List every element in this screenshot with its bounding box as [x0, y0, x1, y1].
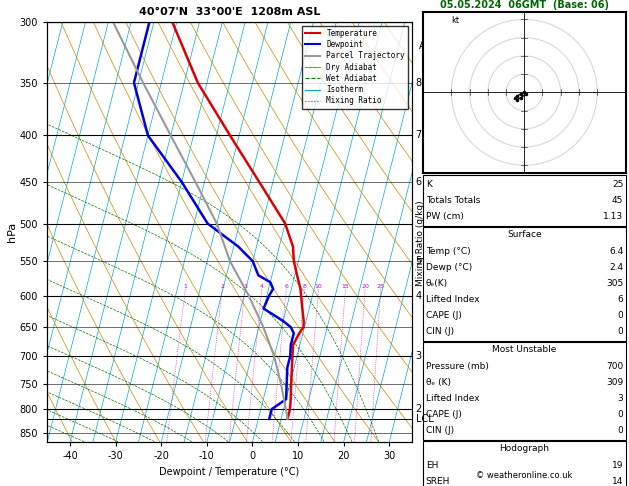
Text: 700: 700 — [606, 362, 623, 371]
Text: Dewp (°C): Dewp (°C) — [426, 262, 472, 272]
Text: 2: 2 — [220, 284, 224, 289]
Text: 8: 8 — [416, 78, 422, 88]
Text: Mixing Ratio (g/kg): Mixing Ratio (g/kg) — [416, 200, 425, 286]
Text: km: km — [421, 28, 436, 38]
Text: 0: 0 — [618, 410, 623, 419]
Text: Pressure (mb): Pressure (mb) — [426, 362, 489, 371]
Text: SREH: SREH — [426, 477, 450, 486]
Text: θₑ(K): θₑ(K) — [426, 278, 448, 288]
Text: 7: 7 — [416, 130, 422, 140]
Text: 8: 8 — [303, 284, 306, 289]
Text: Most Unstable: Most Unstable — [492, 345, 557, 354]
Text: 4: 4 — [416, 291, 422, 300]
Text: 2: 2 — [416, 404, 422, 414]
Text: 05.05.2024  06GMT  (Base: 06): 05.05.2024 06GMT (Base: 06) — [440, 0, 609, 10]
Text: 305: 305 — [606, 278, 623, 288]
Text: 15: 15 — [342, 284, 349, 289]
Y-axis label: hPa: hPa — [7, 222, 17, 242]
X-axis label: Dewpoint / Temperature (°C): Dewpoint / Temperature (°C) — [160, 467, 299, 477]
Text: PW (cm): PW (cm) — [426, 212, 464, 221]
Text: LCL: LCL — [416, 414, 433, 424]
Text: 25: 25 — [377, 284, 385, 289]
Text: 1: 1 — [184, 284, 187, 289]
Text: 2.4: 2.4 — [610, 262, 623, 272]
Text: 19: 19 — [612, 461, 623, 470]
Text: Lifted Index: Lifted Index — [426, 295, 479, 304]
Text: CIN (J): CIN (J) — [426, 426, 454, 435]
Text: CAPE (J): CAPE (J) — [426, 410, 462, 419]
Text: 3: 3 — [416, 351, 422, 362]
Text: © weatheronline.co.uk: © weatheronline.co.uk — [476, 471, 572, 480]
Text: 309: 309 — [606, 378, 623, 387]
Text: 1.13: 1.13 — [603, 212, 623, 221]
Text: 14: 14 — [612, 477, 623, 486]
Legend: Temperature, Dewpoint, Parcel Trajectory, Dry Adiabat, Wet Adiabat, Isotherm, Mi: Temperature, Dewpoint, Parcel Trajectory… — [302, 26, 408, 108]
Text: θₑ (K): θₑ (K) — [426, 378, 451, 387]
Text: 4: 4 — [260, 284, 264, 289]
Text: 0: 0 — [618, 426, 623, 435]
Text: 0: 0 — [618, 327, 623, 336]
Text: Hodograph: Hodograph — [499, 444, 549, 453]
Text: 0: 0 — [618, 311, 623, 320]
Text: K: K — [426, 180, 431, 189]
Text: Surface: Surface — [507, 230, 542, 239]
Text: ASL: ASL — [420, 41, 438, 51]
Text: 25: 25 — [612, 180, 623, 189]
Text: 6: 6 — [618, 295, 623, 304]
Text: 3: 3 — [618, 394, 623, 403]
Text: kt: kt — [452, 16, 460, 25]
Text: 20: 20 — [361, 284, 369, 289]
Text: 3: 3 — [243, 284, 247, 289]
Text: Temp (°C): Temp (°C) — [426, 246, 470, 256]
Text: Lifted Index: Lifted Index — [426, 394, 479, 403]
Text: 45: 45 — [612, 196, 623, 205]
Text: CIN (J): CIN (J) — [426, 327, 454, 336]
Text: 40°07'N  33°00'E  1208m ASL: 40°07'N 33°00'E 1208m ASL — [139, 7, 320, 17]
Text: 5: 5 — [416, 256, 422, 266]
Text: 10: 10 — [314, 284, 323, 289]
Text: 6: 6 — [416, 177, 422, 187]
Text: EH: EH — [426, 461, 438, 470]
Text: CAPE (J): CAPE (J) — [426, 311, 462, 320]
Text: 6.4: 6.4 — [609, 246, 623, 256]
Text: 6: 6 — [284, 284, 288, 289]
Text: Totals Totals: Totals Totals — [426, 196, 480, 205]
